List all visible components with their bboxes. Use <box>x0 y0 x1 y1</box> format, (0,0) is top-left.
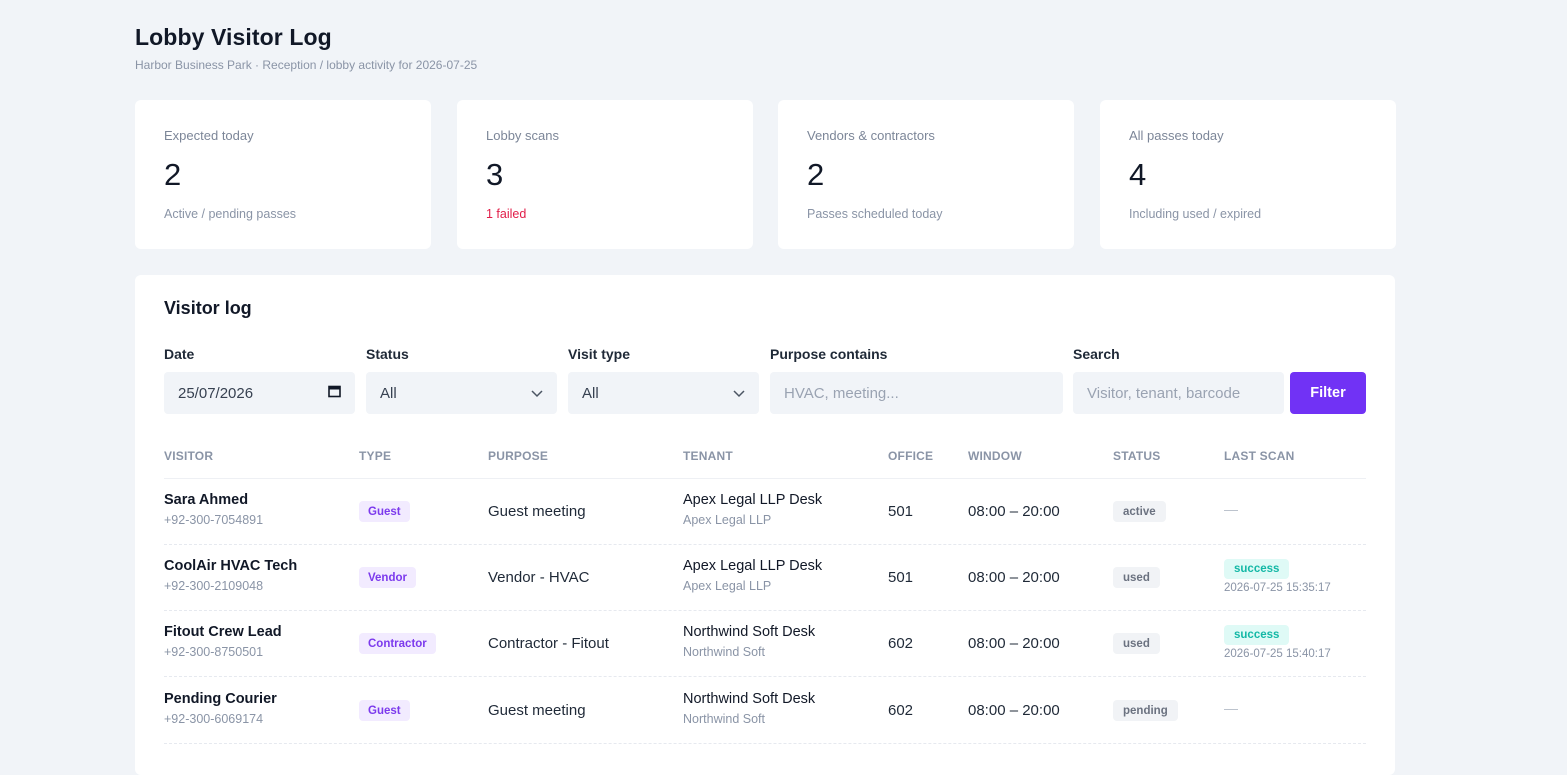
office-cell: 602 <box>888 702 914 719</box>
scan-timestamp: 2026-07-25 15:40:17 <box>1224 648 1331 660</box>
tenant-desk: Northwind Soft Desk <box>683 691 816 707</box>
visitor-phone: +92-300-6069174 <box>164 712 264 726</box>
window-cell: 08:00 – 20:00 <box>968 569 1060 586</box>
visitor-name: CoolAir HVAC Tech <box>164 558 298 574</box>
stat-card-all-passes: All passes today 4 Including used / expi… <box>1100 100 1396 249</box>
window-cell: 08:00 – 20:00 <box>968 635 1060 652</box>
visitor-name: Fitout Crew Lead <box>164 624 282 640</box>
date-label: Date <box>164 346 195 362</box>
table-row[interactable]: Pending Courier +92-300-6069174 Guest Gu… <box>164 678 1366 744</box>
tenant-name: Northwind Soft <box>683 712 765 726</box>
date-value: 25/07/2026 <box>178 384 254 402</box>
stat-label: All passes today <box>1129 128 1224 143</box>
column-header-last-scan[interactable]: LAST SCAN <box>1224 449 1295 463</box>
scan-timestamp: 2026-07-25 15:35:17 <box>1224 582 1331 594</box>
window-cell: 08:00 – 20:00 <box>968 503 1060 520</box>
stat-card-lobby-scans: Lobby scans 3 1 failed <box>457 100 753 249</box>
visitor-log-panel: Visitor log Date 25/07/2026 Status All V… <box>135 275 1395 775</box>
purpose-placeholder: HVAC, meeting... <box>784 384 899 402</box>
type-badge: Guest <box>359 700 410 721</box>
visitor-phone: +92-300-2109048 <box>164 579 264 593</box>
status-select-value: All <box>380 384 397 402</box>
visit-type-select-value: All <box>582 384 599 402</box>
status-badge: used <box>1113 633 1160 654</box>
type-badge: Guest <box>359 501 410 522</box>
stat-value: 2 <box>807 157 825 192</box>
tenant-name: Apex Legal LLP <box>683 579 772 593</box>
tenant-name: Northwind Soft <box>683 645 765 659</box>
status-badge: pending <box>1113 700 1178 721</box>
stat-value: 3 <box>486 157 504 192</box>
page-subtitle: Harbor Business Park · Reception / lobby… <box>135 58 478 72</box>
visit-type-select[interactable]: All <box>568 372 759 414</box>
panel-title: Visitor log <box>164 298 252 318</box>
stat-note: Passes scheduled today <box>807 207 943 221</box>
tenant-desk: Apex Legal LLP Desk <box>683 492 823 508</box>
stats-row: Expected today 2 Active / pending passes… <box>135 100 1396 249</box>
visitor-phone: +92-300-8750501 <box>164 645 264 659</box>
purpose-cell: Vendor - HVAC <box>488 569 590 586</box>
purpose-cell: Contractor - Fitout <box>488 635 609 652</box>
column-header-tenant[interactable]: TENANT <box>683 449 733 463</box>
search-placeholder: Visitor, tenant, barcode <box>1087 384 1241 402</box>
office-cell: 602 <box>888 635 914 652</box>
status-badge: active <box>1113 501 1166 522</box>
status-badge: used <box>1113 567 1160 588</box>
type-badge: Contractor <box>359 633 436 654</box>
stat-card-vendors-contractors: Vendors & contractors 2 Passes scheduled… <box>778 100 1074 249</box>
last-scan-empty: — <box>1224 700 1238 716</box>
tenant-desk: Apex Legal LLP Desk <box>683 558 823 574</box>
stat-label: Expected today <box>164 128 254 143</box>
column-header-purpose[interactable]: PURPOSE <box>488 449 549 463</box>
column-header-status[interactable]: STATUS <box>1113 449 1161 463</box>
failed-scans-note: 1 failed <box>486 207 527 221</box>
chevron-down-icon <box>531 385 543 402</box>
stat-card-expected-today: Expected today 2 Active / pending passes <box>135 100 431 249</box>
search-input[interactable]: Visitor, tenant, barcode <box>1073 372 1284 414</box>
last-scan-empty: — <box>1224 501 1238 517</box>
filter-button[interactable]: Filter <box>1290 372 1366 414</box>
scan-result-badge: success <box>1224 625 1290 645</box>
stat-label: Vendors & contractors <box>807 128 935 143</box>
stat-note: Including used / expired <box>1129 207 1262 221</box>
visitor-name: Sara Ahmed <box>164 492 249 508</box>
table-header-divider <box>164 478 1366 479</box>
tenant-desk: Northwind Soft Desk <box>683 624 816 640</box>
status-select[interactable]: All <box>366 372 557 414</box>
column-header-type[interactable]: TYPE <box>359 449 392 463</box>
tenant-name: Apex Legal LLP <box>683 513 772 527</box>
scan-result-badge: success <box>1224 559 1290 579</box>
date-input[interactable]: 25/07/2026 <box>164 372 355 414</box>
office-cell: 501 <box>888 569 914 586</box>
window-cell: 08:00 – 20:00 <box>968 702 1060 719</box>
status-label: Status <box>366 346 409 362</box>
type-badge: Vendor <box>359 567 416 588</box>
visitor-phone: +92-300-7054891 <box>164 513 264 527</box>
stat-value: 2 <box>164 157 182 192</box>
stat-note: Active / pending passes <box>164 207 297 221</box>
purpose-cell: Guest meeting <box>488 503 586 520</box>
column-header-office[interactable]: OFFICE <box>888 449 934 463</box>
chevron-down-icon <box>733 385 745 402</box>
purpose-label: Purpose contains <box>770 346 888 362</box>
column-header-window[interactable]: WINDOW <box>968 449 1022 463</box>
purpose-cell: Guest meeting <box>488 702 586 719</box>
table-row[interactable]: Sara Ahmed +92-300-7054891 Guest Guest m… <box>164 479 1366 545</box>
visit-type-label: Visit type <box>568 346 630 362</box>
stat-value: 4 <box>1129 157 1147 192</box>
stat-label: Lobby scans <box>486 128 559 143</box>
table-row[interactable]: Fitout Crew Lead +92-300-8750501 Contrac… <box>164 611 1366 677</box>
visitor-name: Pending Courier <box>164 691 277 707</box>
table-row[interactable]: CoolAir HVAC Tech +92-300-2109048 Vendor… <box>164 545 1366 611</box>
search-label: Search <box>1073 346 1120 362</box>
office-cell: 501 <box>888 503 914 520</box>
column-header-visitor[interactable]: VISITOR <box>164 449 214 463</box>
page-title: Lobby Visitor Log <box>135 24 332 50</box>
purpose-input[interactable]: HVAC, meeting... <box>770 372 1063 414</box>
calendar-icon[interactable] <box>328 385 341 402</box>
